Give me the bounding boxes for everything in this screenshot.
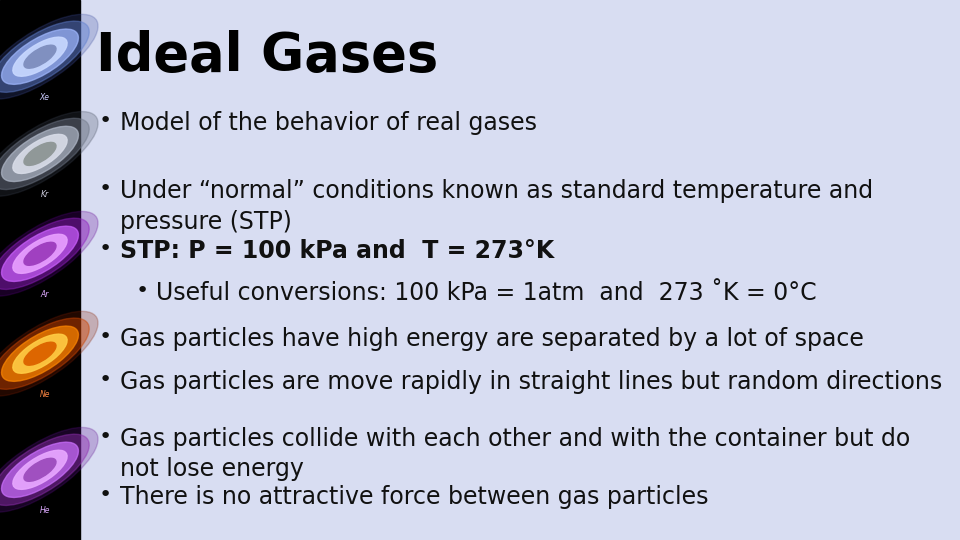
Ellipse shape — [0, 218, 89, 289]
Text: Gas particles collide with each other and with the container but do
not lose ene: Gas particles collide with each other an… — [120, 427, 910, 481]
Ellipse shape — [0, 118, 89, 190]
Ellipse shape — [24, 458, 56, 481]
Text: Ar: Ar — [40, 290, 49, 299]
Ellipse shape — [0, 428, 98, 512]
Ellipse shape — [2, 442, 79, 497]
Ellipse shape — [24, 342, 56, 365]
Ellipse shape — [2, 326, 79, 381]
Ellipse shape — [2, 226, 79, 281]
Text: •: • — [99, 485, 112, 505]
Text: Ne: Ne — [39, 390, 50, 399]
Ellipse shape — [12, 134, 67, 173]
Text: •: • — [135, 281, 149, 301]
Ellipse shape — [12, 234, 67, 273]
Text: Model of the behavior of real gases: Model of the behavior of real gases — [120, 111, 537, 134]
Ellipse shape — [2, 29, 79, 84]
Ellipse shape — [0, 15, 98, 99]
Ellipse shape — [24, 45, 56, 68]
Text: STP: P = 100 kPa and  T = 273°K: STP: P = 100 kPa and T = 273°K — [120, 239, 554, 262]
Text: Kr: Kr — [40, 190, 49, 199]
Text: Ideal Gases: Ideal Gases — [96, 30, 439, 82]
Text: •: • — [99, 327, 112, 347]
Ellipse shape — [12, 450, 67, 489]
Ellipse shape — [0, 434, 89, 505]
Ellipse shape — [2, 126, 79, 181]
Text: Xe: Xe — [39, 93, 50, 102]
Ellipse shape — [24, 143, 56, 165]
Ellipse shape — [0, 312, 98, 396]
Bar — [0, 0, 80, 540]
Ellipse shape — [0, 112, 98, 196]
Text: Useful conversions: 100 kPa = 1atm  and  273 ˚K = 0°C: Useful conversions: 100 kPa = 1atm and 2… — [156, 281, 817, 305]
Ellipse shape — [0, 212, 98, 296]
Text: •: • — [99, 179, 112, 199]
Text: Under “normal” conditions known as standard temperature and
pressure (STP): Under “normal” conditions known as stand… — [120, 179, 874, 234]
Ellipse shape — [12, 334, 67, 373]
Text: •: • — [99, 370, 112, 390]
Text: •: • — [99, 111, 112, 131]
Ellipse shape — [12, 37, 67, 76]
Text: •: • — [99, 239, 112, 259]
Ellipse shape — [24, 242, 56, 265]
Text: Gas particles have high energy are separated by a lot of space: Gas particles have high energy are separ… — [120, 327, 864, 350]
Text: Gas particles are move rapidly in straight lines but random directions: Gas particles are move rapidly in straig… — [120, 370, 943, 394]
Ellipse shape — [0, 318, 89, 389]
Text: He: He — [39, 506, 50, 515]
Text: There is no attractive force between gas particles: There is no attractive force between gas… — [120, 485, 708, 509]
Text: •: • — [99, 427, 112, 447]
Ellipse shape — [0, 21, 89, 92]
